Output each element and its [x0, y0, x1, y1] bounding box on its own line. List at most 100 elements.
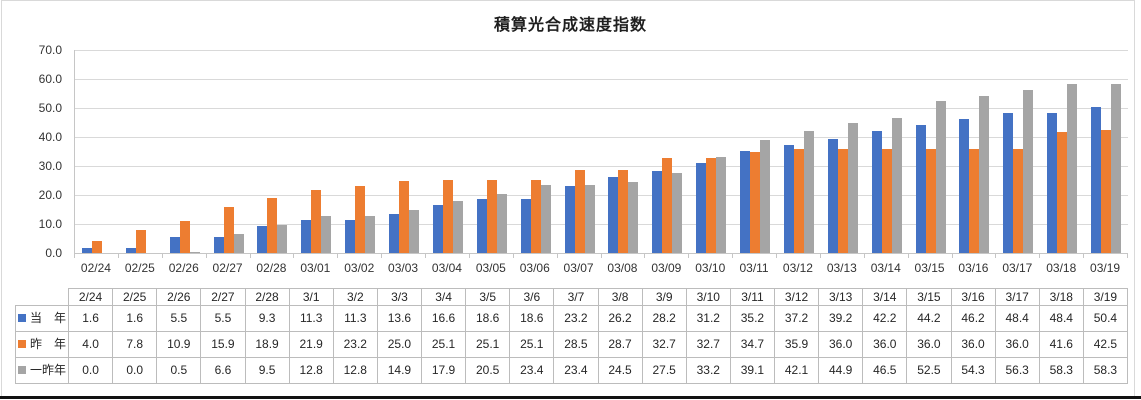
bar: [321, 215, 332, 253]
date-header-cell: 3/5: [465, 288, 511, 306]
bar: [891, 118, 902, 253]
bar: [476, 199, 487, 253]
bar: [301, 220, 312, 253]
value-cell: 42.1: [773, 357, 820, 384]
bar: [389, 213, 400, 253]
value-cell: 12.8: [332, 357, 378, 384]
value-cell: 32.7: [641, 331, 687, 358]
value-cell: 15.9: [200, 331, 246, 358]
bar: [925, 148, 936, 253]
x-axis-tick: [819, 254, 821, 258]
value-cell: 13.6: [376, 305, 423, 332]
x-axis-label: 03/10: [695, 261, 726, 275]
value-cell: 42.2: [862, 305, 908, 332]
x-axis-tick: [863, 254, 865, 258]
value-cell: 17.9: [420, 357, 467, 384]
y-axis-label: 50.0: [38, 101, 62, 115]
value-cell: 36.0: [994, 331, 1040, 358]
gridline: [75, 224, 1128, 225]
value-cell: 23.2: [553, 305, 599, 332]
x-axis-tick: [205, 254, 207, 258]
date-header-cell: 3/17: [994, 288, 1040, 306]
bar: [760, 139, 771, 253]
value-cell: 25.1: [509, 331, 555, 358]
bar: [706, 158, 717, 253]
bar: [399, 180, 410, 253]
bar: [1047, 112, 1058, 253]
date-header-cell: 3/11: [729, 288, 776, 306]
bar: [716, 156, 727, 253]
value-cell: 20.5: [465, 357, 511, 384]
bar: [1013, 148, 1024, 253]
table-corner-cell: [15, 288, 69, 306]
x-axis-tick: [1083, 254, 1085, 258]
x-axis-tick: [161, 254, 163, 258]
value-cell: 58.3: [1082, 357, 1129, 384]
value-cell: 25.1: [420, 331, 467, 358]
x-axis-label: 02/26: [168, 261, 199, 275]
value-cell: 1.6: [112, 305, 158, 332]
date-header-cell: 3/10: [685, 288, 731, 306]
bar: [452, 201, 463, 253]
value-cell: 1.6: [67, 305, 114, 332]
x-axis-tick: [776, 254, 777, 258]
date-header-cell: 3/16: [950, 288, 996, 306]
x-axis-label: 03/11: [739, 261, 769, 275]
x-axis-label: 03/12: [782, 261, 813, 275]
gridline: [75, 108, 1128, 109]
date-header-cell: 3/9: [641, 288, 687, 306]
y-axis-label: 70.0: [38, 43, 62, 57]
value-cell: 48.4: [994, 305, 1040, 332]
series-name: 当 年: [29, 311, 66, 325]
x-axis-tick: [951, 254, 953, 258]
value-cell: 28.7: [597, 331, 643, 358]
x-axis-tick: [600, 254, 602, 258]
x-axis-label: 03/17: [1002, 261, 1033, 275]
gridline: [75, 50, 1128, 51]
y-axis-label: 10.0: [38, 217, 62, 231]
value-cell: 32.7: [685, 331, 731, 358]
gridline: [75, 195, 1128, 196]
bar: [1023, 89, 1034, 253]
bar: [652, 171, 663, 253]
value-cell: 37.2: [773, 305, 820, 332]
date-header-cell: 3/8: [597, 288, 643, 306]
x-axis-label: 03/18: [1046, 261, 1077, 275]
bar: [520, 199, 531, 253]
date-header-cell: 3/2: [332, 288, 378, 306]
gridline: [75, 137, 1128, 138]
data-table: 2/24 2/25 2/26 2/27 2/28 3/1 3/2 3/3 3/4 3/5 3/6 3/…: [15, 288, 1129, 384]
bar: [1091, 106, 1102, 253]
value-cell: 46.2: [950, 305, 996, 332]
y-axis-label: 30.0: [38, 159, 62, 173]
series-label-cell: 当 年: [15, 305, 69, 332]
series-label-cell: 昨 年: [15, 331, 69, 358]
value-cell: 48.4: [1038, 305, 1084, 332]
value-cell: 36.0: [906, 331, 952, 358]
value-cell: 10.9: [156, 331, 202, 358]
value-cell: 28.5: [553, 331, 599, 358]
value-cell: 33.2: [685, 357, 731, 384]
date-header-cell: 2/27: [200, 288, 246, 306]
series-label-cell: 一昨年: [15, 357, 69, 384]
value-cell: 4.0: [67, 331, 114, 358]
x-axis-label: 03/09: [651, 261, 682, 275]
bar: [345, 220, 356, 253]
bar: [486, 180, 497, 253]
bar: [827, 139, 838, 253]
gridline: [75, 79, 1128, 80]
value-cell: 50.4: [1082, 305, 1129, 332]
bar: [584, 185, 595, 253]
x-axis-label: 03/01: [300, 261, 331, 275]
bar: [881, 148, 892, 253]
bar: [803, 130, 814, 253]
bar: [628, 182, 639, 253]
bar: [935, 100, 946, 253]
x-axis-tick: [1127, 254, 1128, 258]
bar: [959, 119, 970, 253]
x-axis-label: 03/19: [1090, 261, 1121, 275]
value-cell: 0.5: [156, 357, 202, 384]
value-cell: 25.0: [376, 331, 423, 358]
bar: [135, 230, 146, 253]
